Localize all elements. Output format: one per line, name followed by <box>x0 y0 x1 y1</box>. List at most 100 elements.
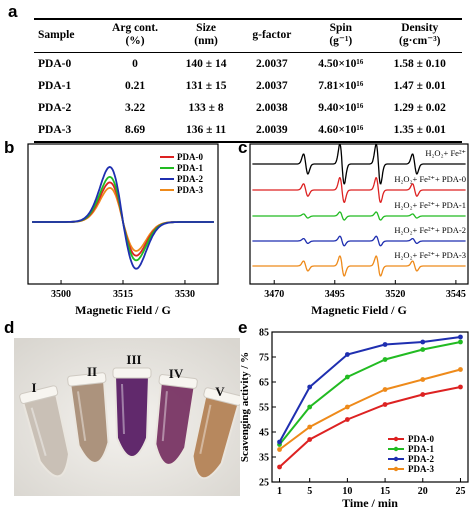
data-point <box>344 352 350 357</box>
x-tick-label: 3515 <box>113 289 133 300</box>
tube-label: I <box>31 380 36 395</box>
spectrum-line-pda-2 <box>32 166 214 270</box>
panel-label-b: b <box>4 138 15 157</box>
spectrum-label: H₂O₂+ Fe²⁺+ PDA-2 <box>394 225 466 235</box>
data-point <box>420 377 426 382</box>
spectrum-line <box>252 176 466 204</box>
data-point <box>307 384 313 390</box>
x-tick-label: 15 <box>380 486 390 497</box>
sample-tube <box>112 367 152 458</box>
table-cell: 1.29 ± 0.02 <box>393 102 446 115</box>
table-row: PDA-0 0 140 ± 14 2.0037 4.50×10¹⁶ 1.58 ±… <box>34 53 462 76</box>
data-point <box>307 437 313 442</box>
legend-marker <box>393 456 399 462</box>
table-cell: 4.60×10¹⁶ <box>318 124 364 137</box>
header-size: Size (nm) <box>194 22 218 48</box>
properties-table: Sample Arg cont. (%) Size (nm) g-factor Sp… <box>34 18 462 143</box>
y-tick-label: 25 <box>259 478 269 489</box>
y-tick-label: 35 <box>259 453 269 464</box>
data-point <box>458 339 463 345</box>
data-point <box>420 347 426 352</box>
table-cell: 7.81×10¹⁶ <box>318 80 364 93</box>
spectrum-label: H₂O₂+ Fe²⁺+ PDA-3 <box>394 250 466 260</box>
series-line-pda-3 <box>278 368 461 451</box>
table-row: PDA-1 0.21 131 ± 15 2.0037 7.81×10¹⁶ 1.4… <box>34 75 462 97</box>
table-cell: 4.50×10¹⁶ <box>318 58 364 71</box>
panel-label-e: e <box>238 318 248 337</box>
table-header-row: Sample Arg cont. (%) Size (nm) g-factor Sp… <box>34 19 462 53</box>
table-row: PDA-3 8.69 136 ± 11 2.0039 4.60×10¹⁶ 1.3… <box>34 119 462 143</box>
tube-label: V <box>215 384 225 399</box>
data-point <box>382 387 388 392</box>
table-cell: 136 ± 11 <box>185 124 227 137</box>
header-spin: Spin (g⁻¹) <box>329 22 353 48</box>
x-tick-label: 3520 <box>385 289 405 300</box>
x-tick-label: 20 <box>418 486 428 497</box>
data-point <box>344 404 350 410</box>
spectrum-label: H₂O₂+ Fe²⁺+ PDA-1 <box>394 200 466 210</box>
x-tick-label: 25 <box>455 486 465 497</box>
legend-marker <box>393 436 399 442</box>
x-axis-label: Magnetic Field / G <box>75 303 171 317</box>
y-tick-label: 85 <box>259 328 269 339</box>
y-tick-label: 65 <box>259 378 269 389</box>
spectrum-line <box>252 143 466 185</box>
x-tick-label: 3545 <box>446 289 466 300</box>
data-point <box>344 417 350 422</box>
data-point <box>382 402 388 407</box>
tube-label: IV <box>169 366 184 381</box>
series-line-pda-1 <box>278 341 461 446</box>
table-cell: PDA-3 <box>38 124 72 137</box>
x-tick-label: 5 <box>307 486 312 497</box>
chart-frame <box>249 143 469 285</box>
table-cell: 1.35 ± 0.01 <box>393 124 446 137</box>
legend-label: PDA-3 <box>408 464 434 474</box>
data-point <box>277 439 282 445</box>
panel-label-a: a <box>8 2 18 21</box>
x-tick-label: 3470 <box>264 289 284 300</box>
data-point <box>458 384 463 390</box>
data-point <box>458 334 463 340</box>
spectrum-line <box>252 255 466 277</box>
table-cell: PDA-0 <box>38 58 72 71</box>
legend-label: PDA-0 <box>177 152 203 162</box>
table-cell: 2.0039 <box>256 124 288 137</box>
legend-label: PDA-2 <box>177 174 203 184</box>
spectrum-line <box>252 211 466 221</box>
x-tick-label: 3495 <box>325 289 345 300</box>
tube-label: III <box>126 352 141 367</box>
data-point <box>344 374 350 380</box>
legend-marker <box>393 446 399 452</box>
table-cell: 0 <box>132 58 138 71</box>
table-cell: PDA-2 <box>38 102 72 115</box>
data-point <box>277 447 282 452</box>
panel-label-d: d <box>4 318 15 337</box>
table-cell: 1.47 ± 0.01 <box>393 80 446 93</box>
table-cell: 3.22 <box>124 102 146 115</box>
data-point <box>382 357 388 362</box>
dmpo-spectrum-chart: 3470 3495 3520 3545 H₂O₂+ Fe²⁺ H₂O₂+ Fe²⁺+ P… <box>249 143 469 317</box>
legend-marker <box>393 466 399 472</box>
series-line-pda-2 <box>278 336 461 443</box>
table-cell: 2.0037 <box>256 80 288 93</box>
legend-label: PDA-1 <box>177 163 203 173</box>
y-tick-label: 75 <box>259 353 269 364</box>
header-g-factor: g-factor <box>252 28 292 41</box>
table-cell: 8.69 <box>124 124 146 137</box>
spectrum-label: H₂O₂+ Fe²⁺+ PDA-0 <box>394 174 466 184</box>
x-tick-label: 3500 <box>51 289 71 300</box>
table-row: PDA-2 3.22 133 ± 8 2.0038 9.40×10¹⁶ 1.29… <box>34 97 462 119</box>
table-cell: 131 ± 15 <box>185 80 227 93</box>
legend-label: PDA-0 <box>408 434 434 444</box>
table-cell: 2.0038 <box>256 102 288 115</box>
series-line-pda-0 <box>278 386 461 468</box>
y-tick-label: 45 <box>259 428 269 439</box>
x-tick-label: 10 <box>342 486 352 497</box>
table-cell: 1.58 ± 0.10 <box>393 58 446 71</box>
chart-frame <box>271 331 469 483</box>
sample-tube <box>67 372 110 464</box>
table-cell: PDA-1 <box>38 80 72 93</box>
table-cell: 2.0037 <box>256 58 288 71</box>
